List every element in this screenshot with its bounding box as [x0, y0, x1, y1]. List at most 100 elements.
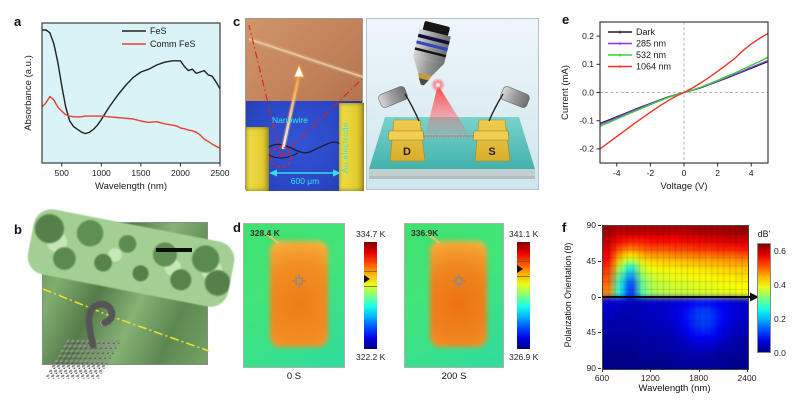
heatmap-colorbar — [757, 243, 771, 353]
colorbar-range-line — [517, 260, 530, 262]
right-au-electrode — [339, 103, 364, 191]
colorbar-tick-label: 0.2 — [774, 314, 786, 325]
x-tick-label: -2 — [647, 168, 655, 178]
nanowire-label: Nanowire — [272, 115, 308, 125]
left-au-electrode — [246, 127, 269, 191]
magnify-arrow-shaft — [281, 74, 301, 150]
nanowire-line — [248, 38, 364, 78]
heatmap-y-tick-label: 0 — [591, 291, 596, 302]
legend-label: FeS — [150, 26, 167, 36]
width-measure-label: 600 μm — [290, 176, 320, 186]
iv-chart: -4 -2 0 2 4 0.2 0.1 0.0 -0.1 -0.2 Voltage (V) Curre… — [560, 21, 769, 192]
heatmap-y-tick-label: 90 — [586, 220, 596, 230]
x-tick-label: 0 — [682, 168, 687, 178]
au-electrode-label: Au electrode — [341, 122, 350, 174]
panel-c-label: c — [233, 14, 241, 29]
heatmap-x-axis-label: Wavelength (nm) — [638, 383, 711, 394]
x-tick-label: -4 — [613, 168, 621, 178]
heatmap-x-tick-label: 2400 — [737, 373, 757, 383]
y-tick-label: -0.2 — [579, 144, 594, 154]
heatmap-x-tick-label: 1200 — [640, 373, 660, 383]
source-pad — [472, 119, 511, 162]
colorbar-max-label: 341.1 K — [509, 229, 539, 239]
left-probe — [378, 86, 420, 122]
heatmap-y-tick-label: 45 — [586, 255, 596, 266]
panel-a-label: a — [14, 14, 22, 29]
y-tick-label: 0.0 — [582, 87, 594, 97]
x-tick-label: 4 — [749, 168, 754, 178]
legend-label: Dark — [636, 27, 656, 37]
legend-marker: + — [618, 39, 623, 48]
x-tick-label: 2000 — [171, 168, 190, 178]
sem-image — [24, 206, 238, 379]
width-measure-arrow — [269, 169, 341, 177]
axis-tick — [747, 369, 748, 372]
x-tick-label: 1500 — [131, 168, 150, 178]
colorbar-tick-label: 0.0 — [774, 348, 786, 358]
sem-overlay — [42, 288, 210, 379]
colorbar-tick-label: 0.4 — [774, 280, 786, 291]
legend-label: Comm FeS — [150, 39, 196, 49]
nanotube-schematic — [45, 300, 122, 379]
microscope-objective — [413, 21, 451, 86]
right-probe — [488, 86, 530, 122]
heatmap-y-tick-label: 45 — [586, 327, 596, 338]
zoom-guide-line-right — [280, 78, 363, 158]
schematic-drawing: D S — [369, 21, 535, 179]
thermal-image-0s: 328.4 K — [243, 223, 345, 368]
thermal-image-200s: 336.9K — [404, 223, 504, 368]
crosshair-marker — [452, 274, 466, 288]
colorbar-max-label: 334.7 K — [356, 229, 386, 239]
panel-b-label: b — [14, 222, 22, 237]
wire-trace-2 — [268, 152, 299, 159]
colorbar-min-label: 322.2 K — [356, 352, 386, 362]
x-tick-label: 2 — [715, 168, 720, 178]
axis-tick — [598, 332, 601, 334]
laser-spot — [436, 83, 440, 87]
theta-zero-arrow — [602, 292, 759, 301]
axis-tick — [598, 368, 601, 369]
panel-d-label: d — [233, 220, 241, 235]
spot-temperature: 328.4 K — [250, 228, 280, 238]
axis-tick — [650, 369, 652, 372]
panel-f-label: f — [562, 220, 567, 235]
thermal-colorbar-marker — [517, 264, 523, 273]
thermal-colorbar — [364, 242, 377, 349]
hot-region — [430, 241, 488, 347]
scale-bar — [156, 248, 192, 252]
heatmap-colorbar-label: dB' — [757, 229, 771, 239]
plot-background — [42, 23, 220, 163]
series-1064-nm — [599, 32, 769, 150]
axis-tick — [598, 225, 601, 226]
x-tick-label: 2500 — [211, 168, 230, 178]
measurement-schematic: D S — [366, 18, 539, 190]
heatmap-x-tick-label: 600 — [594, 373, 610, 383]
x-axis-label: Voltage (V) — [661, 181, 708, 192]
legend-label: 1064 nm — [636, 62, 671, 72]
axis-tick — [598, 260, 601, 262]
drain-label: D — [403, 146, 411, 158]
y-tick-label: 0.1 — [582, 59, 594, 69]
axis-tick — [602, 369, 603, 372]
thermal-colorbar — [517, 242, 530, 349]
colorbar-range-line — [364, 271, 377, 273]
drain-pad — [387, 119, 426, 162]
series-Comm-FeS — [41, 95, 221, 149]
magnified-nanowire-image — [246, 19, 362, 101]
x-tick-label: 500 — [55, 168, 69, 178]
hot-region — [270, 241, 328, 347]
legend-marker: + — [618, 28, 623, 37]
thermal-colorbar-marker — [364, 275, 370, 284]
colorbar-range-line — [517, 275, 530, 277]
series-FeS — [42, 29, 221, 135]
legend-marker: + — [618, 51, 623, 60]
heatmap-y-axis-label: Polarization Orientation (θ) — [563, 242, 573, 348]
x-tick-label: 1000 — [92, 168, 111, 178]
laser-cone — [424, 85, 472, 139]
time-label: 200 S — [441, 371, 467, 382]
crosshair-marker — [292, 274, 306, 288]
y-tick-label: -0.1 — [579, 116, 594, 126]
x-axis-label: Wavelength (nm) — [95, 181, 167, 192]
time-label: 0 S — [286, 371, 302, 382]
